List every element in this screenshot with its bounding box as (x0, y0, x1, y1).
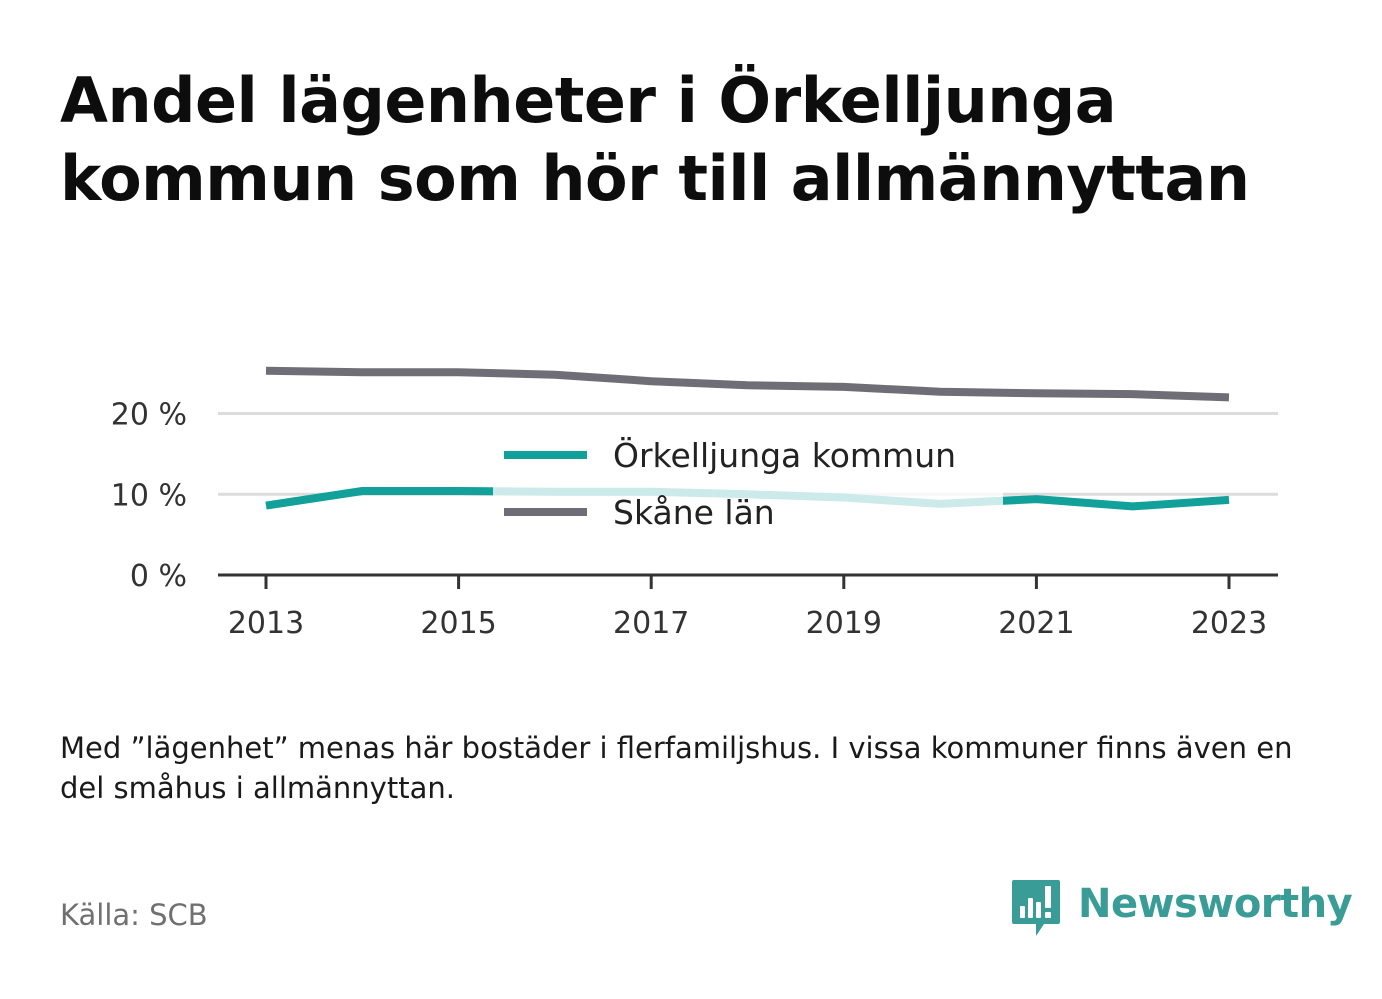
x-axis: 2013 2015 2017 2019 2021 2023 (218, 573, 1278, 641)
y-axis-labels: 0 % 10 % 20 % (111, 398, 187, 595)
x-tick-label: 2019 (806, 606, 882, 641)
source-label: Källa: SCB (60, 898, 208, 932)
y-tick-label: 20 % (111, 398, 187, 433)
line-chart: 2013 2015 2017 2019 2021 2023 0 % 10 % 20 % Örk… (111, 366, 1278, 641)
newsworthy-logo-icon (1012, 880, 1060, 936)
brand-logo: Newsworthy (1010, 878, 1353, 942)
legend-background (493, 418, 1003, 544)
y-tick-label: 0 % (130, 559, 187, 594)
series-line-1 (265, 366, 1230, 402)
brand-name: Newsworthy (1078, 881, 1353, 927)
x-tick-label: 2013 (228, 606, 304, 641)
x-tick-label: 2015 (420, 606, 496, 641)
footnote: Med ”lägenhet” menas här bostäder i fler… (60, 731, 1293, 805)
x-tick-label: 2017 (613, 606, 689, 641)
y-tick-label: 10 % (111, 478, 187, 513)
chart-legend: Örkelljunga kommun Skåne län (493, 418, 1003, 544)
legend-label: Örkelljunga kommun (613, 435, 956, 475)
legend-label: Skåne län (613, 493, 775, 532)
x-tick-label: 2021 (998, 606, 1074, 641)
chart-title: Andel lägenheter i Örkelljunga kommun so… (60, 64, 1250, 215)
x-tick-label: 2023 (1191, 606, 1267, 641)
